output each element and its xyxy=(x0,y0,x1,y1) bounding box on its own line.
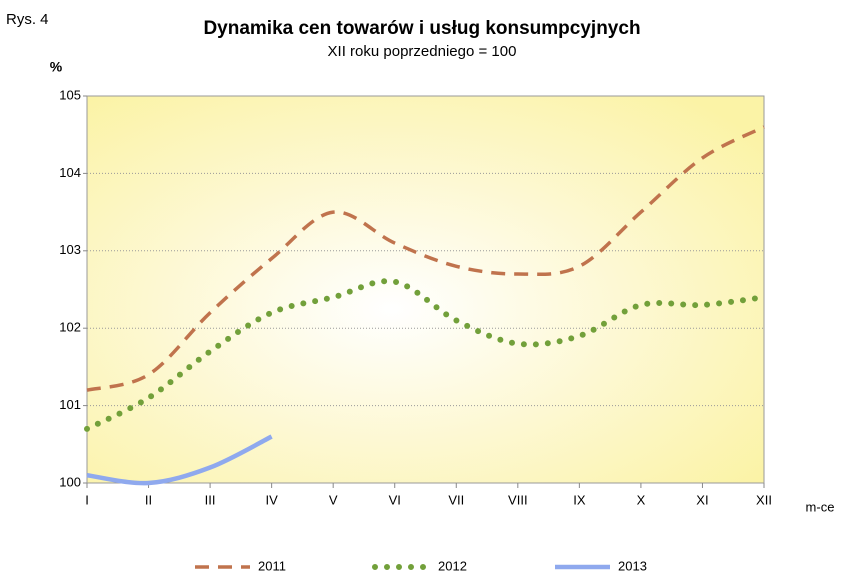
series-line xyxy=(86,125,765,392)
y-tick-label: 104 xyxy=(59,165,81,180)
x-tick-label: VII xyxy=(448,492,464,507)
y-tick-label: 105 xyxy=(59,87,81,102)
x-tick-label: XI xyxy=(696,492,708,507)
y-axis-label: % xyxy=(50,59,63,75)
x-tick-label: IV xyxy=(265,492,278,507)
plot-area xyxy=(86,95,765,484)
x-tick-label: III xyxy=(205,492,216,507)
x-tick-label: II xyxy=(145,492,152,507)
series-line xyxy=(86,434,273,486)
x-tick-label: X xyxy=(637,492,646,507)
legend-label: 2013 xyxy=(618,558,647,573)
figure-label: Rys. 4 xyxy=(6,11,49,28)
x-axis-label: m-ce xyxy=(806,499,835,514)
y-tick-label: 103 xyxy=(59,242,81,257)
chart-subtitle: XII roku poprzedniego = 100 xyxy=(328,43,517,60)
chart-title: Dynamika cen towarów i usług konsumpcyjn… xyxy=(203,18,640,39)
series-line xyxy=(84,278,767,432)
x-tick-label: V xyxy=(329,492,338,507)
y-tick-label: 102 xyxy=(59,320,81,335)
x-tick-label: IX xyxy=(573,492,586,507)
y-tick-label: 101 xyxy=(59,397,81,412)
x-tick-label: VIII xyxy=(508,492,528,507)
x-tick-label: XII xyxy=(756,492,772,507)
legend-label: 2011 xyxy=(258,558,286,573)
x-tick-label: I xyxy=(85,492,89,507)
x-tick-label: VI xyxy=(389,492,401,507)
legend-label: 2012 xyxy=(438,558,467,573)
y-tick-label: 100 xyxy=(59,474,81,489)
